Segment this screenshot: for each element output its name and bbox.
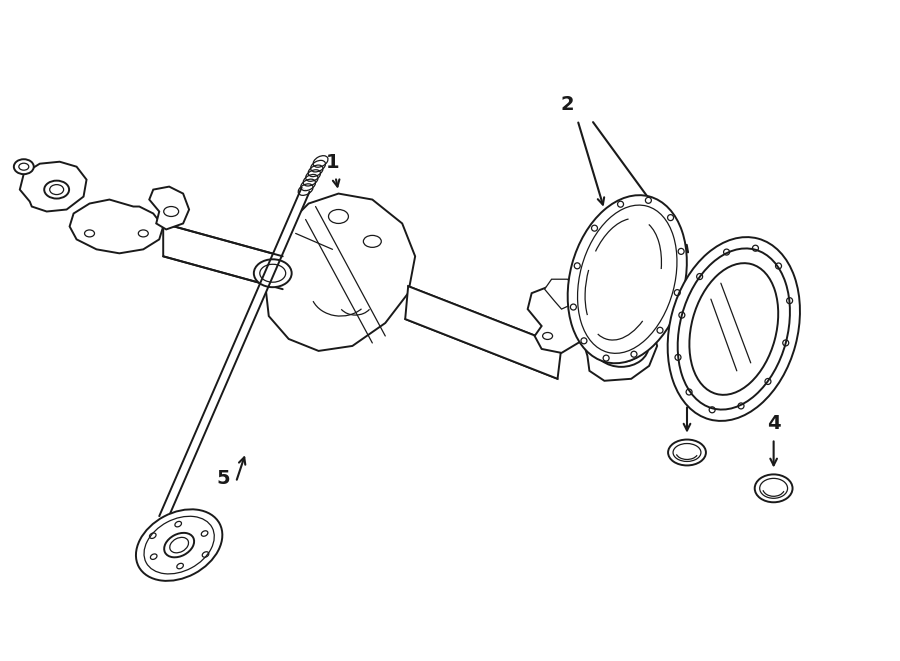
Polygon shape	[20, 162, 86, 212]
Ellipse shape	[594, 325, 649, 367]
Ellipse shape	[14, 159, 34, 174]
Polygon shape	[544, 279, 578, 309]
Text: 2: 2	[561, 95, 574, 114]
Polygon shape	[159, 188, 310, 520]
Polygon shape	[581, 311, 657, 381]
Ellipse shape	[164, 533, 194, 557]
Polygon shape	[405, 286, 562, 379]
Ellipse shape	[254, 259, 292, 287]
Polygon shape	[266, 194, 415, 351]
Polygon shape	[69, 200, 163, 253]
Text: 4: 4	[767, 414, 780, 432]
Ellipse shape	[136, 510, 222, 581]
Ellipse shape	[668, 237, 800, 421]
Ellipse shape	[668, 440, 706, 465]
Polygon shape	[149, 186, 189, 229]
Polygon shape	[163, 223, 283, 289]
Text: 3: 3	[680, 379, 694, 399]
Ellipse shape	[44, 180, 69, 198]
Ellipse shape	[755, 475, 793, 502]
Ellipse shape	[689, 263, 778, 395]
Text: 1: 1	[326, 153, 339, 172]
Ellipse shape	[568, 195, 687, 364]
Text: 5: 5	[216, 469, 230, 488]
Polygon shape	[527, 286, 591, 353]
